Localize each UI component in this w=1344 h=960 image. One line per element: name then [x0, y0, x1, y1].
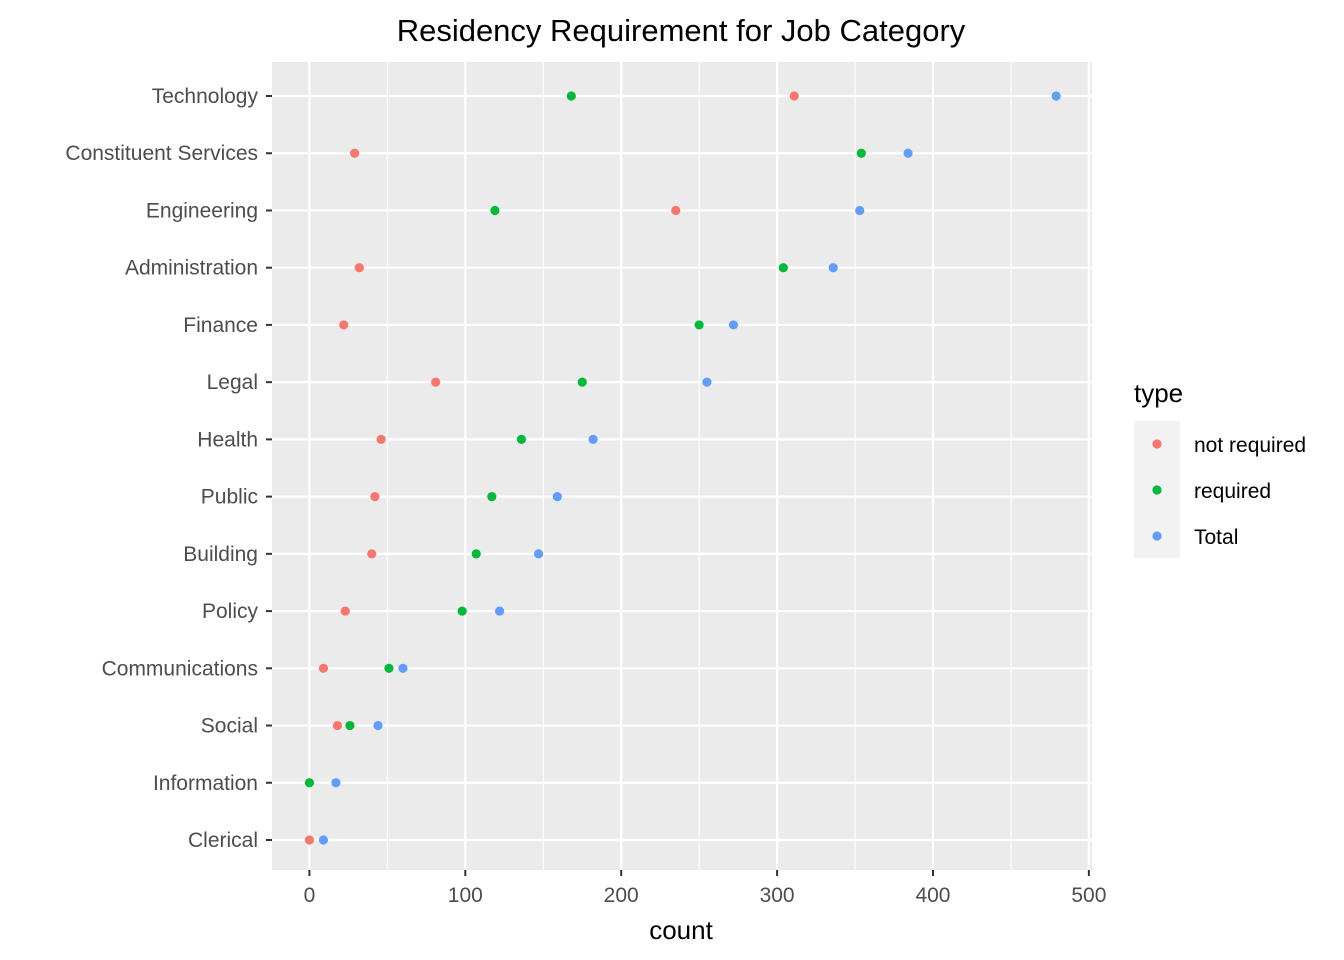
legend-key-total: [1152, 531, 1162, 541]
point-required: [694, 320, 704, 330]
legend-key-not-required: [1152, 439, 1162, 449]
point-not-required: [671, 205, 681, 216]
point-required: [487, 492, 497, 502]
y-tick-label: Communications: [102, 657, 258, 680]
point-total: [702, 377, 712, 387]
point-not-required: [304, 835, 315, 845]
point-required: [856, 148, 866, 158]
y-tick-label: Social: [201, 715, 258, 738]
y-axis: Technology Constituent Services Engineerin…: [65, 85, 272, 852]
point-required: [457, 606, 467, 616]
point-required: [471, 549, 481, 559]
major-gridlines: [272, 62, 1092, 870]
point-not-required: [339, 320, 349, 330]
point-total: [398, 663, 408, 673]
point-total: [588, 434, 598, 444]
point-not-required: [354, 263, 364, 273]
y-tick-label: Legal: [207, 371, 258, 394]
y-tick-label: Policy: [202, 600, 259, 623]
point-not-required: [340, 606, 350, 616]
y-tick-label: Administration: [125, 257, 258, 280]
point-required: [516, 434, 527, 444]
point-required: [345, 720, 355, 731]
point-not-required: [332, 720, 343, 731]
x-tick-label: 0: [304, 884, 316, 907]
x-axis: 0 100 200 300 400 500: [304, 870, 1106, 907]
point-total: [828, 263, 838, 273]
y-tick-label: Public: [201, 486, 258, 509]
point-required: [490, 205, 500, 216]
point-total: [903, 148, 913, 158]
point-required: [384, 663, 394, 673]
point-total: [728, 320, 739, 330]
point-total: [533, 549, 544, 559]
x-axis-title: count: [649, 915, 713, 945]
point-not-required: [318, 663, 329, 673]
y-tick-label: Constituent Services: [65, 142, 258, 165]
point-not-required: [367, 549, 377, 559]
y-tick-label: Engineering: [146, 199, 258, 222]
minor-gridlines: [386, 62, 1012, 870]
y-tick-label: Technology: [152, 85, 259, 108]
x-tick-label: 100: [448, 884, 483, 907]
point-not-required: [350, 148, 360, 158]
x-tick-label: 500: [1071, 884, 1106, 907]
x-tick-label: 200: [604, 884, 639, 907]
legend-label-required: required: [1194, 480, 1271, 503]
point-total: [318, 835, 329, 845]
point-required: [778, 263, 788, 273]
legend-label-not-required: not required: [1194, 434, 1306, 457]
x-tick-label: 300: [760, 884, 795, 907]
point-not-required: [370, 492, 380, 502]
legend-key-required: [1152, 485, 1162, 495]
point-total: [1051, 91, 1061, 101]
y-tick-label: Information: [153, 772, 258, 795]
point-total: [552, 492, 562, 502]
point-total: [373, 720, 383, 731]
point-total: [331, 778, 341, 788]
legend-title: type: [1134, 378, 1183, 408]
y-tick-label: Finance: [183, 314, 258, 337]
point-required: [566, 91, 576, 101]
y-tick-label: Health: [197, 428, 258, 451]
data-points: [304, 91, 1061, 845]
y-tick-label: Clerical: [188, 829, 258, 852]
point-not-required: [789, 91, 799, 101]
plot-panel: [272, 62, 1092, 870]
x-tick-label: 400: [915, 884, 950, 907]
point-total: [855, 205, 865, 216]
point-total: [495, 606, 505, 616]
y-tick-label: Building: [183, 543, 258, 566]
point-required: [304, 778, 315, 788]
legend: type not required required Total: [1134, 378, 1306, 558]
legend-label-total: Total: [1194, 526, 1238, 549]
point-not-required: [376, 434, 386, 444]
point-required: [577, 377, 587, 387]
chart-title: Residency Requirement for Job Category: [397, 13, 966, 48]
point-not-required: [431, 377, 441, 387]
